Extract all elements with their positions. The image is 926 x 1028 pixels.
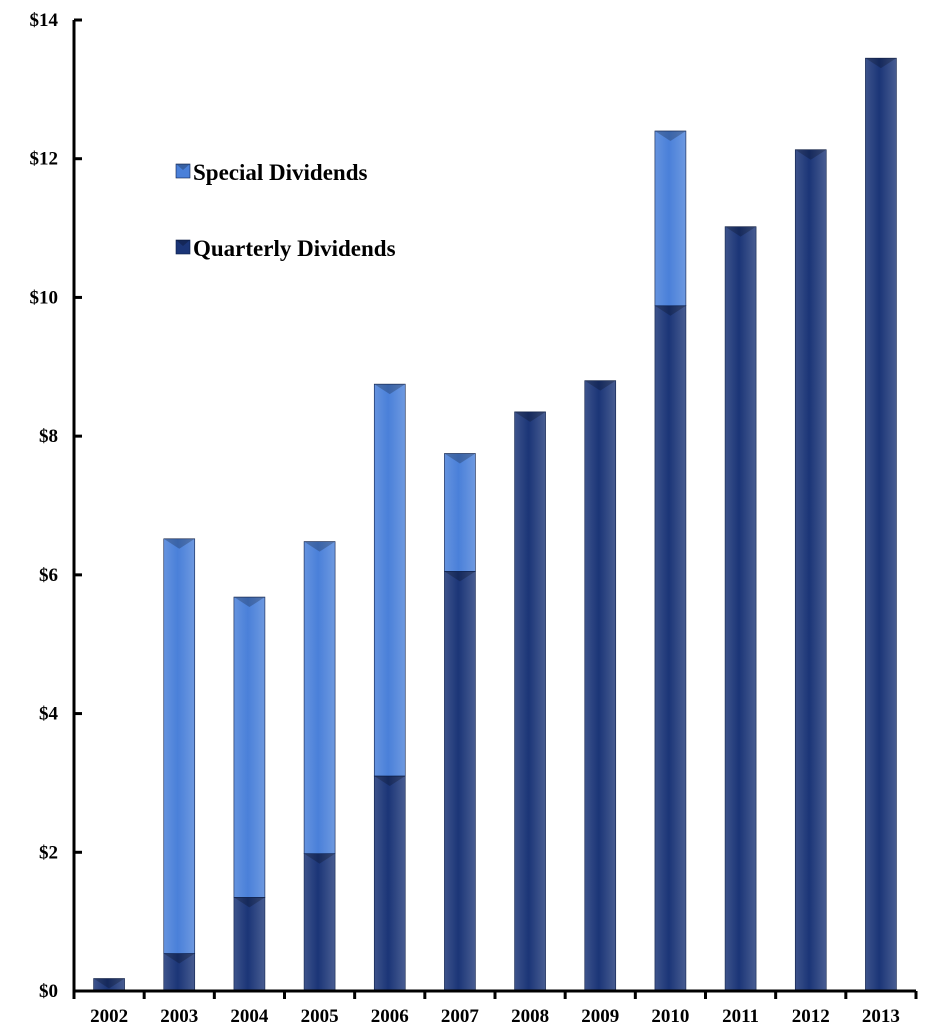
legend: Special Dividends Quarterly Dividends <box>175 160 396 261</box>
bar-bevel-2010-0 <box>654 305 686 316</box>
bar-bevel-2011-0 <box>725 226 757 237</box>
bar-bevel-2007-0 <box>444 571 476 582</box>
x-tick-label: 2007 <box>441 1006 480 1027</box>
bar-quarterly-2012 <box>794 149 827 992</box>
bar-bevel-2009-0 <box>584 380 616 391</box>
axes-layer: $0 $2 $4 $6 $8 $10 $12 $14 2002 2003 2004 2005 2006 2… <box>30 10 918 1027</box>
bar-bevel-2005-0 <box>304 853 336 864</box>
bar-quarterly-2011 <box>724 226 757 992</box>
legend-swatch-bevel <box>176 240 190 246</box>
bar-bevel-2002-0 <box>93 978 125 989</box>
bar-bevel-2004-0 <box>233 897 265 908</box>
bar-quarterly-2005 <box>303 853 336 992</box>
y-tick-label: $12 <box>30 149 59 170</box>
y-tick-label: $0 <box>39 981 58 1002</box>
bar-quarterly-2004 <box>233 897 266 992</box>
bar-special-2006 <box>373 383 406 777</box>
bar-bevel-2013-0 <box>865 58 897 69</box>
y-tick-label: $2 <box>39 842 58 863</box>
bar-bevel-2006-0 <box>374 775 406 786</box>
bar-bevel-2010-1 <box>654 130 686 141</box>
y-tick-label: $8 <box>39 426 58 447</box>
bar-bevel-2006-1 <box>374 384 406 395</box>
legend-label-quarterly: Quarterly Dividends <box>193 236 396 261</box>
x-tick-label: 2013 <box>862 1006 900 1027</box>
y-tick-label: $14 <box>30 10 59 31</box>
bars-layer <box>93 57 897 992</box>
x-tick-label: 2004 <box>230 1006 269 1027</box>
x-tick-label: 2002 <box>90 1006 128 1027</box>
bar-quarterly-2010 <box>654 305 687 992</box>
y-tick-label: $4 <box>39 704 59 725</box>
x-tick-label: 2011 <box>722 1006 759 1027</box>
bar-quarterly-2013 <box>865 57 897 992</box>
x-tick-label: 2005 <box>301 1006 339 1027</box>
bar-special-2004 <box>233 596 266 898</box>
bar-bevel-2007-1 <box>444 453 476 464</box>
bar-special-2010 <box>654 130 687 307</box>
bar-quarterly-2007 <box>444 571 476 992</box>
bar-quarterly-2006 <box>373 775 406 992</box>
y-tick-label: $10 <box>30 287 59 308</box>
x-tick-label: 2006 <box>371 1006 409 1027</box>
legend-label-special: Special Dividends <box>193 160 368 185</box>
bar-quarterly-2003 <box>163 953 196 992</box>
bar-bevel-2003-1 <box>163 538 195 549</box>
x-tick-label: 2010 <box>651 1006 689 1027</box>
bar-bevel-2008-0 <box>514 411 546 422</box>
legend-swatch-bevel <box>176 164 190 170</box>
x-tick-label: 2008 <box>511 1006 549 1027</box>
bar-bevel-2003-0 <box>163 953 195 964</box>
bar-special-2007 <box>444 453 476 572</box>
x-tick-label: 2012 <box>792 1006 830 1027</box>
y-tick-label: $6 <box>39 565 58 586</box>
x-tick-label: 2003 <box>160 1006 198 1027</box>
bar-quarterly-2009 <box>584 380 617 992</box>
bar-bevel-2005-1 <box>304 541 336 552</box>
legend-swatch-special <box>175 163 191 179</box>
legend-swatch-quarterly <box>175 239 191 255</box>
bar-bevel-2012-0 <box>795 149 827 160</box>
x-tick-label: 2009 <box>581 1006 619 1027</box>
bar-special-2003 <box>163 538 196 954</box>
bar-special-2005 <box>303 541 336 854</box>
bar-bevel-2004-1 <box>233 597 265 608</box>
bar-quarterly-2008 <box>514 411 546 992</box>
